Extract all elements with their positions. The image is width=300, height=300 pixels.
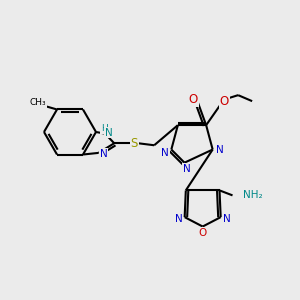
Text: O: O xyxy=(220,94,229,108)
Text: N: N xyxy=(175,214,182,224)
Text: CH₃: CH₃ xyxy=(30,98,46,107)
Text: O: O xyxy=(199,227,207,238)
Text: N: N xyxy=(100,149,107,159)
Text: N: N xyxy=(223,214,231,224)
Text: N: N xyxy=(216,145,224,154)
Text: N: N xyxy=(105,128,113,138)
Text: S: S xyxy=(130,137,138,150)
Text: H: H xyxy=(101,124,107,133)
Text: N: N xyxy=(161,148,169,158)
Text: N: N xyxy=(183,164,190,174)
Text: NH₂: NH₂ xyxy=(242,190,262,200)
Text: O: O xyxy=(188,93,198,106)
